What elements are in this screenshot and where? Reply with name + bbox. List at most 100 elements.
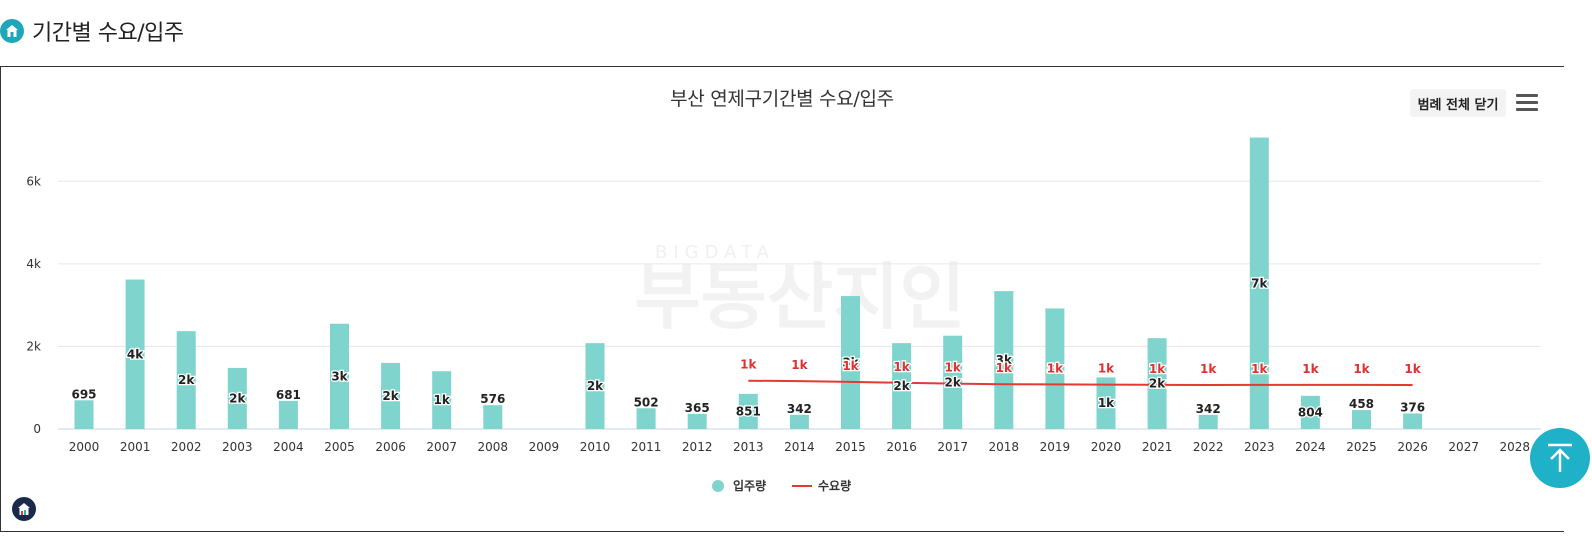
watermark-main: 부동산지인 [634,255,965,339]
bar [74,400,94,429]
bar [636,408,656,429]
bar-data-label: 3k [1047,362,1064,376]
x-tick-label: 2013 [733,440,764,454]
bar [483,405,503,429]
line-data-label: 1k [1047,361,1064,375]
line-data-label: 1k [1353,362,1370,376]
bar [1198,414,1218,429]
bar [1352,410,1371,429]
bar-data-label: 3k [331,369,348,383]
bar-data-label: 376 [1400,400,1425,414]
x-tick-label: 2016 [886,440,917,454]
bar-data-label: 1k [434,393,451,407]
line-data-label: 1k [1098,362,1115,376]
line-data-label: 1k [1149,362,1166,376]
bar [585,343,605,429]
x-tick-label: 2025 [1346,440,1377,454]
x-tick-label: 2006 [375,440,406,454]
chart-panel [0,66,1564,532]
y-tick-label: 6k [26,174,41,188]
bar-data-label: 2k [1149,377,1166,391]
legend-label-supply: 입주량 [733,479,766,493]
line-data-label: 1k [791,358,808,372]
x-tick-label: 2024 [1295,440,1326,454]
bar-data-label: 1k [1098,396,1115,410]
x-tick-label: 2011 [631,440,662,454]
line-data-label: 1k [996,361,1013,375]
x-tick-label: 2007 [426,440,457,454]
chart-title: 부산 연제구기간별 수요/입주 [670,88,894,110]
x-tick-label: 2001 [120,440,151,454]
bar [432,371,452,429]
x-tick-label: 2028 [1500,440,1531,454]
bar-data-label: 2k [587,379,604,393]
x-tick-label: 2017 [937,440,968,454]
bar-data-label: 2k [893,379,910,393]
x-tick-label: 2018 [989,440,1020,454]
x-tick-label: 2019 [1040,440,1071,454]
bar-data-label: 458 [1349,397,1374,411]
x-tick-label: 2026 [1397,440,1428,454]
bar-data-label: 2k [945,375,962,389]
bar [1403,413,1423,429]
line-data-label: 1k [1251,362,1268,376]
bar-data-label: 681 [276,388,301,402]
bar [738,393,758,429]
bar [176,331,196,429]
bar-data-label: 342 [787,402,812,416]
x-tick-label: 2003 [222,440,253,454]
y-tick-label: 0 [33,422,41,436]
bar-data-label: 695 [71,387,96,401]
bar [330,323,349,429]
bar-data-label: 2k [229,391,246,405]
x-tick-label: 2021 [1142,440,1173,454]
bar-data-label: 342 [1196,402,1221,416]
y-tick-label: 4k [26,257,41,271]
arrow-up-icon [1548,443,1572,472]
watermark-top: BIGDATA [655,242,775,263]
line-data-label: 1k [1302,362,1319,376]
bar-data-label: 3k [996,353,1013,367]
bar-data-label: 2k [178,373,195,387]
legend-bar-swatch [712,480,724,492]
line-data-label: 1k [842,359,859,373]
x-tick-label: 2022 [1193,440,1224,454]
demand-line [748,379,1413,387]
bar [278,400,298,429]
x-tick-label: 2012 [682,440,713,454]
bar [1147,338,1167,429]
legend-close-button[interactable]: 범례 전체 닫기 [1410,89,1506,117]
bar [943,335,963,429]
line-data-label: 1k [1200,362,1217,376]
legend-label-demand: 수요량 [818,479,851,493]
x-tick-label: 2020 [1091,440,1122,454]
bar-data-label: 365 [685,401,710,415]
bar-data-label: 7k [1251,276,1268,290]
bar [1096,377,1116,429]
section-header: 기간별 수요/입주 [0,14,184,48]
x-tick-label: 2008 [478,440,509,454]
bar [994,291,1014,429]
scroll-to-top-button[interactable] [1530,428,1590,488]
line-data-label: 1k [893,360,910,374]
bar-data-label: 804 [1298,405,1323,419]
bar [1300,395,1320,429]
bar-data-label: 2k [382,389,399,403]
line-data-label: 1k [1404,362,1421,376]
bar-data-label: 4k [127,347,144,361]
x-tick-label: 2005 [324,440,355,454]
hamburger-menu-icon[interactable] [1516,94,1538,112]
y-tick-label: 2k [26,339,41,353]
bar [687,413,707,429]
home-icon [0,19,24,43]
x-tick-label: 2027 [1448,440,1479,454]
bar-data-label: 502 [634,395,659,409]
x-tick-label: 2015 [835,440,866,454]
line-data-label: 1k [740,358,757,372]
x-tick-label: 2023 [1244,440,1275,454]
x-tick-label: 2014 [784,440,815,454]
bar-data-label: 3k [842,356,859,370]
bar [227,367,247,429]
brand-logo-icon [12,497,36,521]
